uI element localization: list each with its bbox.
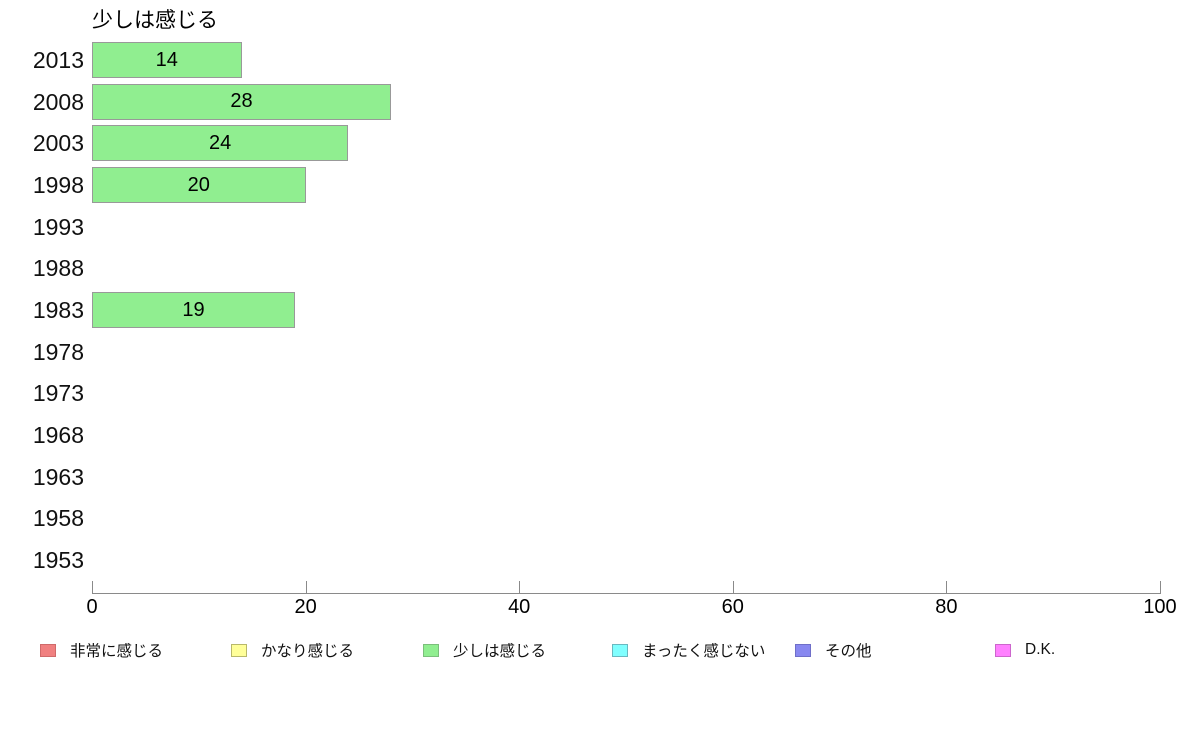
bar: 14: [92, 42, 242, 78]
bar-value-label: 28: [230, 90, 253, 113]
legend-swatch: [612, 643, 628, 657]
legend-item: 少しは感じる: [423, 640, 546, 660]
bar: 28: [92, 83, 392, 120]
legend-item: 非常に感じる: [40, 640, 163, 660]
legend-label: 非常に感じる: [70, 643, 164, 660]
x-axis-tick: [92, 581, 93, 593]
bar: 19: [92, 292, 295, 329]
bar-value-label: 19: [182, 298, 205, 321]
x-axis-tick-label: 80: [935, 596, 958, 618]
chart-title: 少しは感じる: [92, 9, 218, 32]
year-label: 1998: [32, 172, 84, 198]
legend-swatch: [40, 643, 56, 657]
legend-label: その他: [825, 643, 872, 660]
year-label: 1968: [32, 422, 84, 449]
legend-item: まったく感じない: [612, 640, 765, 660]
bar-value-label: 24: [209, 131, 232, 154]
bar: 20: [92, 167, 306, 203]
year-label: 1993: [32, 213, 84, 240]
bar-value-label: 14: [155, 48, 178, 71]
year-label: 1978: [32, 338, 84, 365]
year-label: 2008: [32, 88, 84, 115]
x-axis-tick: [305, 581, 307, 593]
legend-swatch: [995, 643, 1011, 657]
legend-swatch: [423, 643, 439, 657]
bar: 24: [92, 125, 349, 162]
x-axis-tick-label: 100: [1143, 596, 1177, 618]
x-axis-tick: [519, 581, 521, 593]
x-axis-tick-label: 20: [294, 596, 317, 618]
year-label: 1983: [32, 297, 84, 324]
x-axis-tick-label: 0: [86, 596, 98, 618]
bar-value-label: 20: [187, 173, 210, 196]
year-label: 1973: [32, 380, 84, 407]
legend-swatch: [795, 643, 811, 657]
legend-item: D.K.: [995, 640, 1055, 660]
legend-label: 少しは感じる: [453, 643, 547, 660]
x-axis-tick: [732, 581, 734, 593]
x-axis-tick-label: 60: [721, 596, 744, 618]
legend-item: その他: [795, 640, 872, 660]
legend-item: かなり感じる: [231, 640, 354, 660]
x-axis-tick: [946, 581, 948, 593]
legend-label: かなり感じる: [261, 643, 355, 660]
legend-label: D.K.: [1025, 641, 1056, 658]
x-axis-tick-label: 40: [508, 596, 531, 618]
year-label: 1958: [32, 505, 84, 532]
year-label: 1953: [32, 547, 84, 574]
x-axis-tick: [1160, 581, 1161, 593]
year-label: 1988: [32, 255, 84, 282]
year-label: 2003: [32, 130, 84, 157]
x-axis-line: [92, 593, 1161, 594]
legend-label: まったく感じない: [642, 643, 766, 660]
legend-swatch: [231, 643, 247, 657]
year-label: 2013: [32, 47, 84, 73]
year-label: 1963: [32, 463, 84, 490]
